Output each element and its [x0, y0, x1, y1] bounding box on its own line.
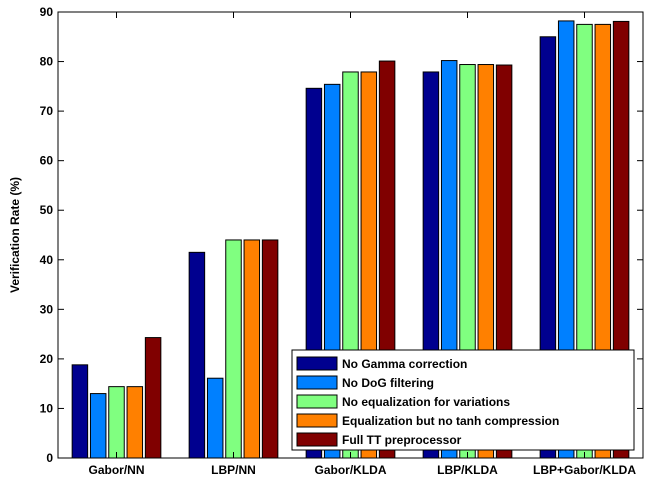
legend-label: Equalization but no tanh compression — [342, 414, 559, 428]
y-tick-label: 0 — [46, 451, 53, 465]
y-tick-label: 80 — [40, 55, 54, 69]
legend-swatch — [296, 394, 338, 409]
x-tick-label: Gabor/KLDA — [315, 463, 387, 477]
legend-swatch — [296, 356, 338, 371]
bar — [188, 251, 206, 459]
y-tick-label: 30 — [40, 302, 54, 316]
y-tick-label: 70 — [40, 104, 54, 118]
legend-label: No Gamma correction — [342, 357, 467, 371]
bar — [144, 337, 162, 459]
x-tick-label: LBP/NN — [211, 463, 256, 477]
legend-box — [291, 349, 635, 451]
bar — [89, 393, 107, 459]
bar — [261, 239, 279, 459]
legend-swatch — [296, 375, 338, 390]
legend-label: Full TT preprocessor — [342, 433, 462, 447]
bar — [108, 386, 125, 459]
x-tick-label: LBP/KLDA — [437, 463, 498, 477]
y-tick-label: 50 — [40, 203, 54, 217]
y-tick-label: 40 — [40, 253, 54, 267]
bar — [71, 364, 89, 459]
x-tick-label: LBP+Gabor/KLDA — [533, 463, 636, 477]
x-axis: Gabor/NN LBP/NN Gabor/KLDA LBP/KLDA LBP+Gabo… — [88, 12, 636, 477]
bar — [225, 239, 242, 459]
y-tick-label: 90 — [40, 5, 54, 19]
legend-swatch — [296, 432, 338, 447]
legend: No Gamma correction No DoG filtering No eq… — [291, 349, 635, 451]
legend-label: No DoG filtering — [342, 376, 434, 390]
y-tick-label: 60 — [40, 154, 54, 168]
y-tick-label: 20 — [40, 352, 54, 366]
legend-label: No equalization for variations — [342, 395, 510, 409]
x-tick-label: Gabor/NN — [88, 463, 144, 477]
y-tick-label: 10 — [40, 401, 54, 415]
bar — [206, 377, 224, 459]
bar — [126, 386, 144, 459]
y-axis: 0 10 20 30 40 50 60 70 80 90 — [40, 5, 643, 465]
y-axis-label: Verification Rate (%) — [8, 177, 22, 293]
bar — [243, 239, 261, 459]
legend-swatch — [296, 413, 338, 428]
